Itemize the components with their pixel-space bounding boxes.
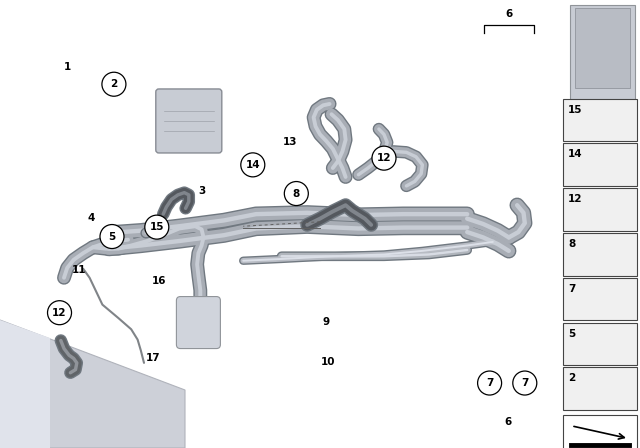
- FancyBboxPatch shape: [563, 233, 637, 276]
- Text: 7: 7: [486, 378, 493, 388]
- Circle shape: [477, 371, 502, 395]
- FancyBboxPatch shape: [563, 188, 637, 231]
- Text: 6: 6: [506, 9, 513, 19]
- Polygon shape: [0, 320, 185, 448]
- Circle shape: [145, 215, 169, 239]
- Text: 12: 12: [377, 153, 391, 163]
- FancyBboxPatch shape: [575, 8, 630, 88]
- Text: 12: 12: [568, 194, 582, 204]
- Circle shape: [372, 146, 396, 170]
- Text: 16: 16: [152, 276, 166, 286]
- Circle shape: [100, 224, 124, 249]
- FancyBboxPatch shape: [563, 367, 637, 410]
- Text: 7: 7: [568, 284, 575, 294]
- Text: 15: 15: [568, 104, 582, 115]
- Text: 9: 9: [323, 317, 330, 327]
- FancyBboxPatch shape: [156, 89, 222, 153]
- Text: 6: 6: [504, 417, 511, 427]
- Text: 1: 1: [63, 62, 71, 72]
- Text: 13: 13: [283, 137, 297, 147]
- FancyBboxPatch shape: [177, 297, 220, 349]
- Text: 5: 5: [568, 328, 575, 339]
- Text: 10: 10: [321, 357, 335, 367]
- Text: 5: 5: [108, 232, 116, 241]
- FancyBboxPatch shape: [563, 278, 637, 320]
- Circle shape: [284, 181, 308, 206]
- Text: 2: 2: [110, 79, 118, 89]
- Circle shape: [102, 72, 126, 96]
- Text: 8: 8: [568, 239, 575, 249]
- Text: 15: 15: [150, 222, 164, 232]
- Text: 7: 7: [521, 378, 529, 388]
- Polygon shape: [0, 320, 50, 448]
- Polygon shape: [570, 5, 635, 100]
- Text: 17: 17: [147, 353, 161, 362]
- FancyBboxPatch shape: [563, 143, 637, 186]
- Text: 11: 11: [72, 265, 86, 275]
- Text: 14: 14: [568, 149, 583, 159]
- FancyBboxPatch shape: [563, 99, 637, 141]
- Text: 4: 4: [88, 213, 95, 223]
- FancyBboxPatch shape: [563, 415, 637, 448]
- Circle shape: [513, 371, 537, 395]
- FancyBboxPatch shape: [563, 323, 637, 365]
- Text: 14: 14: [246, 160, 260, 170]
- Text: 8: 8: [292, 189, 300, 198]
- Text: 12: 12: [52, 308, 67, 318]
- Text: 2: 2: [568, 373, 575, 383]
- Circle shape: [241, 153, 265, 177]
- Text: 3: 3: [198, 186, 206, 196]
- Circle shape: [47, 301, 72, 325]
